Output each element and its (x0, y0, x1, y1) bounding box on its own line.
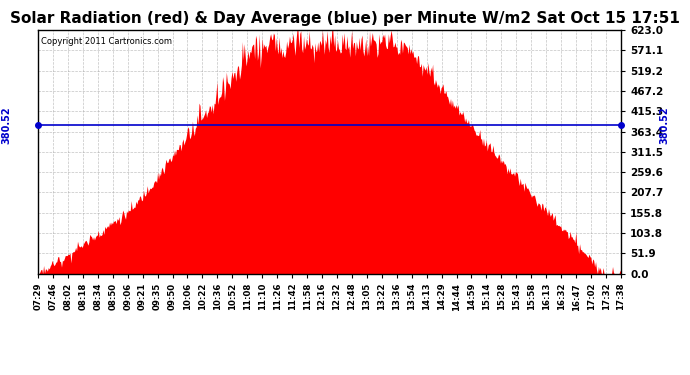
Text: 380.52: 380.52 (660, 106, 670, 144)
Text: Solar Radiation (red) & Day Average (blue) per Minute W/m2 Sat Oct 15 17:51: Solar Radiation (red) & Day Average (blu… (10, 11, 680, 26)
Text: 380.52: 380.52 (1, 106, 11, 144)
Text: Copyright 2011 Cartronics.com: Copyright 2011 Cartronics.com (41, 38, 172, 46)
